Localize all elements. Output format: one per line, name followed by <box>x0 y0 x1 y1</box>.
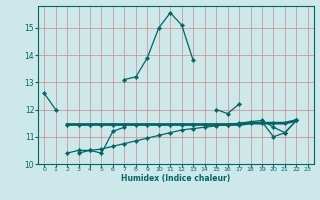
X-axis label: Humidex (Indice chaleur): Humidex (Indice chaleur) <box>121 174 231 183</box>
